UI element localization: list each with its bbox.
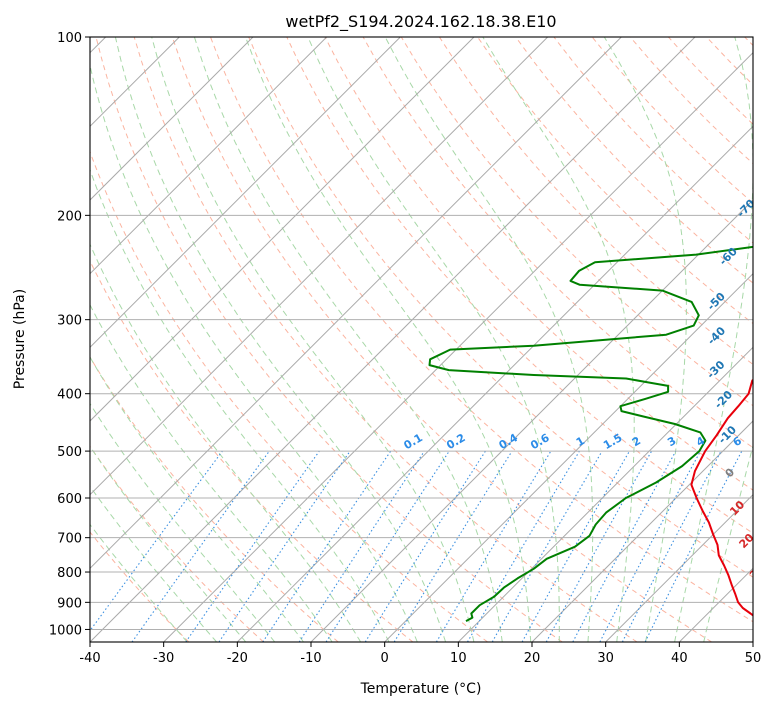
isotherm-label: 0 (723, 465, 738, 480)
moist-adiabat (0, 37, 303, 642)
mixing-ratio-line (546, 451, 651, 642)
moist-adiabat (308, 37, 559, 642)
isotherm-line (237, 37, 775, 642)
x-axis-label: Temperature (°C) (360, 681, 482, 697)
x-tick-label: 50 (745, 651, 762, 666)
mixing-ratio-line (600, 451, 701, 642)
dry-adiabat (134, 37, 637, 642)
isotherm-label: -80 (753, 150, 775, 173)
plot-frame (90, 37, 753, 642)
dry-adiabat (745, 37, 775, 642)
isotherm-line (532, 37, 775, 642)
mixing-ratio-line (326, 451, 449, 642)
isotherm-label: -50 (705, 290, 728, 313)
y-tick-label: 700 (57, 532, 82, 547)
moist-adiabat (32, 37, 361, 642)
dry-adiabat (0, 37, 189, 642)
isotherm-label: -20 (712, 388, 735, 411)
moist-adiabat (84, 37, 417, 642)
y-tick-label: 900 (57, 596, 82, 611)
isotherm-line (0, 37, 474, 642)
mixing-ratio-label: 8 (760, 434, 773, 449)
mixing-ratio-label: 6 (731, 434, 744, 449)
y-tick-label: 100 (57, 31, 82, 46)
y-tick-label: 1000 (49, 623, 82, 638)
y-axis-label: Pressure (hPa) (12, 289, 28, 389)
y-tick-label: 300 (57, 314, 82, 329)
y-tick-label: 400 (57, 388, 82, 403)
mixing-ratio-label: 0.6 (528, 431, 552, 452)
temperature-profile (691, 37, 775, 622)
moist-adiabat (385, 37, 593, 642)
moist-adiabat (246, 37, 531, 642)
y-tick-label: 600 (57, 492, 82, 507)
isotherm-label: -70 (734, 197, 757, 220)
x-tick-label: 30 (597, 651, 614, 666)
mixing-ratio-line (468, 451, 580, 642)
isotherm-label: 30 (747, 561, 767, 581)
dry-adiabat (516, 37, 775, 642)
x-tick-label: 20 (524, 651, 541, 666)
isotherm-line (0, 37, 327, 642)
dry-adiabat (478, 37, 775, 642)
isotherm-line (0, 37, 253, 642)
moist-adiabat (115, 37, 445, 642)
isotherm-line (0, 37, 400, 642)
isotherm-label: -40 (705, 324, 728, 347)
mixing-ratio-label: 0.2 (444, 431, 467, 452)
dry-adiabat (554, 37, 775, 642)
dry-adiabat (0, 37, 338, 642)
y-tick-label: 200 (57, 209, 82, 224)
dry-adiabat (58, 37, 488, 642)
x-tick-label: 0 (381, 651, 389, 666)
x-tick-label: 10 (450, 651, 467, 666)
x-tick-label: -10 (300, 651, 321, 666)
mixing-ratio-label: 1.5 (601, 431, 624, 452)
x-tick-label: -20 (227, 651, 248, 666)
mixing-ratio-label: 0.1 (402, 431, 425, 452)
x-tick-label: 40 (671, 651, 688, 666)
dry-adiabat (20, 37, 413, 642)
mixing-ratio-line (82, 451, 223, 642)
isotherm-label: 20 (737, 531, 757, 551)
isotherm-label: -30 (704, 358, 727, 381)
moist-adiabat (0, 37, 275, 642)
mixing-ratio-line (365, 451, 485, 642)
x-tick-label: -30 (153, 651, 174, 666)
mixing-ratio-line (436, 451, 551, 642)
chart-title: wetPf2_S194.2024.162.18.38.E10 (285, 12, 556, 32)
y-tick-label: 500 (57, 445, 82, 460)
moist-adiabat (152, 37, 474, 642)
isotherm-label: 10 (727, 498, 747, 518)
x-tick-label: -40 (79, 651, 100, 666)
isotherm-label: 40 (759, 593, 775, 613)
dry-adiabat (96, 37, 562, 642)
isotherm-line (753, 37, 775, 642)
moist-adiabat (0, 37, 217, 642)
mixing-ratio-label: 0.4 (497, 431, 521, 452)
y-tick-label: 800 (57, 566, 82, 581)
dry-adiabat (0, 37, 264, 642)
moist-adiabat (0, 37, 187, 642)
